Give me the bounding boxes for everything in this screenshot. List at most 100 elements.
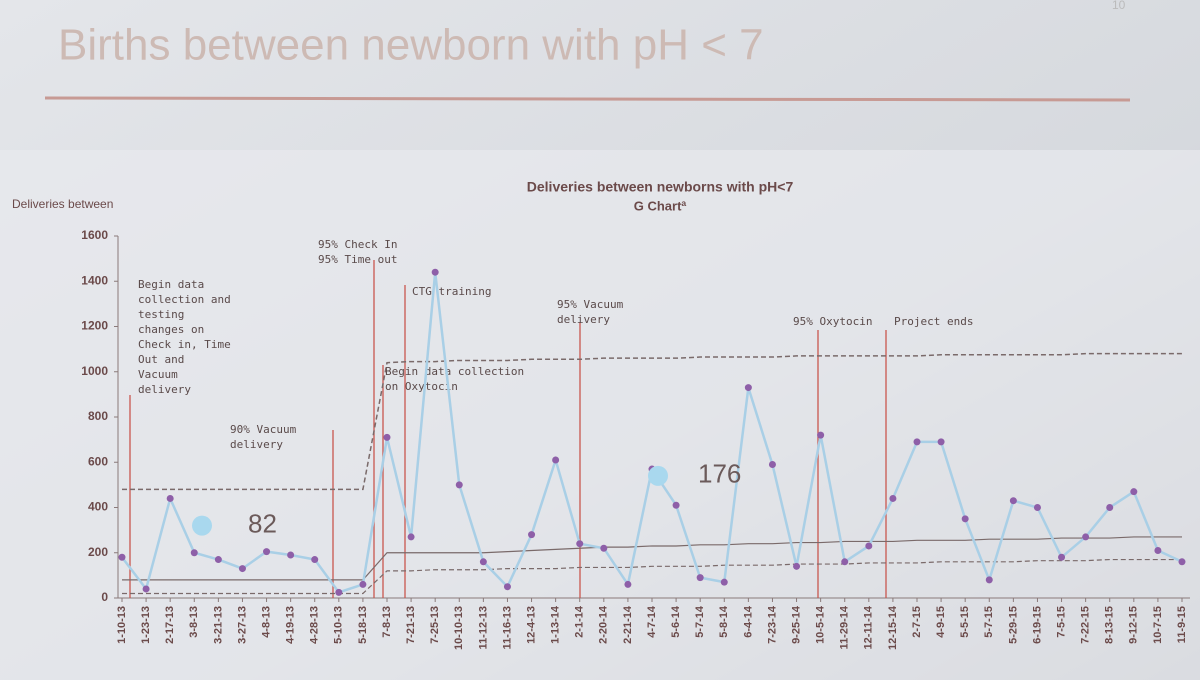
data-point: [1178, 558, 1186, 566]
x-tick-label: 2-17-13: [164, 606, 176, 644]
lower-limit: [122, 558, 1182, 595]
data-point: [576, 540, 584, 548]
y-tick-label: 1400: [81, 273, 108, 287]
data-point: [1106, 504, 1114, 511]
y-axis-label: Deliveries between: [12, 197, 113, 211]
x-tick-label: 2-7-15: [911, 606, 923, 638]
x-tick-label: 5-10-13: [333, 606, 345, 644]
data-point: [793, 562, 801, 570]
data-point: [696, 574, 704, 582]
data-point: [841, 558, 849, 566]
data-point: [937, 438, 945, 446]
x-tick-label: 9-25-14: [790, 605, 802, 644]
data-point: [961, 515, 969, 523]
chart-subtitle: G Chartª: [634, 198, 687, 213]
x-tick-label: 5-8-14: [718, 605, 730, 638]
x-tick-label: 4-8-13: [260, 606, 272, 638]
x-tick-label: 12-11-14: [863, 605, 875, 649]
x-tick-label: 9-12-15: [1128, 606, 1140, 644]
data-point: [1130, 488, 1138, 496]
annotation-text: on Oxytocin: [385, 380, 458, 393]
x-tick-label: 7-5-15: [1055, 606, 1067, 638]
x-tick-label: 2-21-14: [622, 605, 634, 644]
x-tick-label: 5-6-14: [670, 605, 682, 638]
data-point: [865, 542, 873, 550]
annotation-text: delivery: [138, 383, 191, 396]
x-tick-label: 3-21-13: [212, 606, 224, 644]
center-line: [122, 536, 1182, 581]
x-tick-label: 7-22-15: [1080, 606, 1092, 644]
x-tick-label: 6-19-15: [1031, 606, 1043, 644]
annotation-text: testing: [138, 308, 184, 321]
x-tick-label: 10-7-15: [1152, 606, 1164, 644]
callout-dot: [192, 515, 212, 536]
data-point: [383, 433, 391, 441]
callout-label: 82: [248, 508, 277, 538]
annotation-text: 95% Oxytocin: [793, 315, 872, 328]
x-tick-label: 11-29-14: [839, 605, 851, 649]
annotation-text: 95% Vacuum: [557, 298, 624, 311]
data-point: [817, 431, 825, 439]
y-tick-label: 1000: [81, 364, 108, 378]
annotation-text: 95% Time out: [318, 253, 397, 266]
data-point: [985, 576, 993, 584]
data-point: [1058, 553, 1066, 561]
data-point: [479, 558, 487, 566]
x-tick-label: 4-7-14: [646, 605, 658, 638]
annotation-text: Vacuum: [138, 368, 178, 381]
page-number: 10: [1112, 0, 1126, 12]
slide-title: Births between newborn with pH < 7: [58, 21, 764, 70]
annotation-text: changes on: [138, 323, 204, 336]
y-tick-label: 800: [88, 409, 108, 423]
data-point: [431, 268, 439, 276]
data-point: [624, 580, 632, 588]
x-tick-label: 2-20-14: [598, 605, 610, 644]
data-point: [335, 588, 343, 596]
data-point: [214, 556, 222, 564]
data-point: [528, 531, 536, 539]
data-point: [552, 456, 560, 464]
callout-dot: [648, 465, 668, 486]
data-point: [744, 384, 752, 392]
annotation-text: 90% Vacuum: [230, 423, 297, 436]
x-tick-label: 4-28-13: [309, 606, 321, 644]
x-tick-label: 4-9-15: [935, 606, 947, 638]
data-point: [166, 494, 174, 502]
data-point: [263, 548, 271, 556]
x-tick-label: 5-18-13: [357, 606, 369, 644]
annotation-text: 95% Check In: [318, 238, 397, 251]
x-tick-label: 5-29-15: [1007, 606, 1019, 644]
title-rule: [44, 96, 1131, 102]
annotation-text: delivery: [557, 313, 610, 326]
data-point: [287, 551, 295, 559]
data-point: [359, 580, 367, 588]
annotation-text: Out and: [138, 353, 184, 366]
data-point: [455, 481, 463, 489]
data-point: [600, 544, 608, 552]
annotation-text: Check in, Time: [138, 338, 231, 351]
data-point: [503, 583, 511, 591]
data-point: [1154, 546, 1162, 554]
annotation-text: delivery: [230, 438, 283, 451]
data-point: [311, 556, 319, 564]
annotation-text: Begin data: [138, 278, 204, 291]
annotation-text: CTG training: [412, 285, 491, 298]
data-point: [1033, 504, 1041, 511]
data-point: [672, 501, 680, 509]
data-point: [768, 461, 776, 469]
annotation-text: Project ends: [894, 315, 973, 328]
data-point: [1009, 497, 1017, 505]
x-tick-label: 10-5-14: [815, 605, 827, 644]
annotation-text: Begin data collection: [385, 365, 524, 378]
x-tick-label: 7-21-13: [405, 606, 417, 644]
x-tick-label: 1-10-13: [116, 606, 128, 644]
data-point: [190, 549, 198, 557]
data-point: [889, 494, 897, 502]
x-tick-label: 5-5-15: [959, 606, 971, 638]
data-point: [238, 565, 246, 573]
x-tick-label: 5-7-14: [694, 605, 706, 638]
x-tick-label: 11-16-13: [501, 606, 513, 649]
chart-panel: [0, 150, 1200, 680]
x-tick-label: 5-7-15: [983, 606, 995, 638]
